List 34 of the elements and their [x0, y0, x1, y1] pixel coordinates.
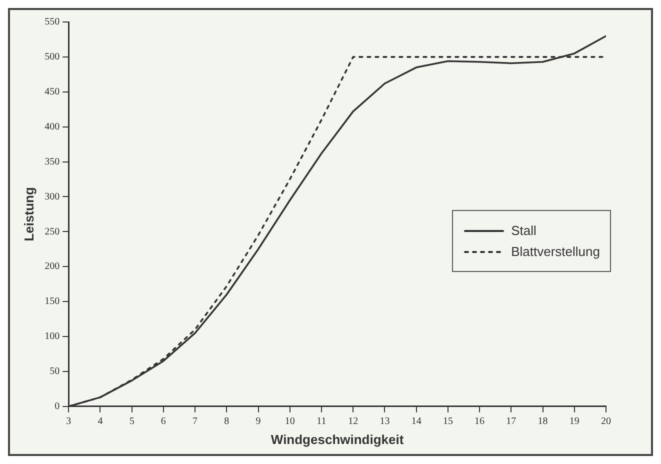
x-tick-label: 14	[411, 416, 422, 428]
legend-label: Blattverstellung	[511, 244, 600, 259]
x-tick-label: 5	[129, 416, 134, 428]
y-tick-label: 250	[44, 226, 60, 238]
y-tick-label: 500	[44, 52, 60, 63]
x-tick-label: 20	[601, 416, 611, 428]
y-tick-label: 550	[44, 16, 60, 28]
x-tick-label: 13	[380, 416, 390, 428]
y-tick-label: 50	[50, 366, 60, 378]
x-axis-title: Windgeschwindigkeit	[270, 432, 404, 447]
x-tick-label: 7	[192, 416, 198, 428]
y-tick-label: 200	[44, 261, 60, 272]
x-tick-label: 9	[256, 416, 261, 428]
x-tick-label: 3	[66, 416, 72, 428]
y-tick-label: 450	[44, 86, 60, 98]
x-tick-label: 8	[224, 416, 230, 428]
legend-label: Stall	[511, 223, 536, 238]
y-tick-label: 100	[44, 331, 60, 342]
x-tick-label: 17	[506, 416, 516, 428]
x-tick-label: 16	[474, 416, 485, 428]
y-axis-title: Leistung	[21, 187, 36, 242]
x-tick-label: 10	[284, 416, 295, 428]
y-tick-label: 300	[44, 191, 60, 202]
x-tick-label: 12	[348, 416, 358, 428]
x-tick-label: 19	[569, 416, 580, 428]
y-tick-label: 150	[44, 296, 60, 308]
x-tick-label: 11	[316, 416, 326, 428]
x-tick-label: 6	[160, 416, 166, 428]
y-tick-label: 0	[54, 401, 60, 412]
y-tick-label: 400	[44, 121, 60, 132]
x-tick-label: 18	[538, 416, 548, 428]
x-tick-label: 15	[442, 416, 453, 428]
y-tick-label: 350	[44, 156, 60, 168]
x-tick-label: 4	[98, 416, 103, 428]
